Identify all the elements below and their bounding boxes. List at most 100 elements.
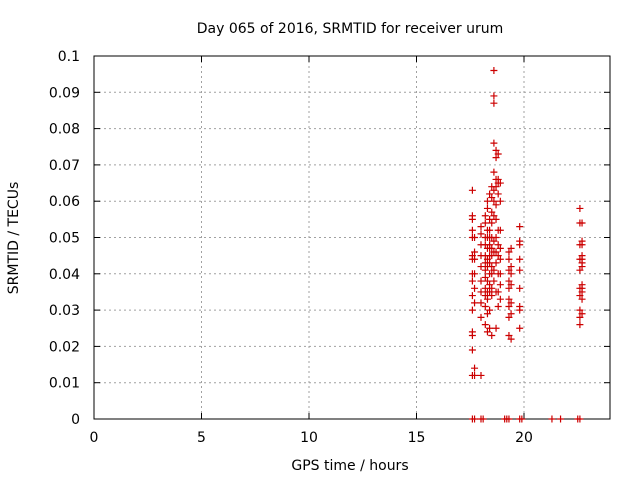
data-point xyxy=(481,321,489,329)
data-point xyxy=(477,299,485,307)
data-point xyxy=(494,252,502,260)
data-point xyxy=(483,197,491,205)
data-point xyxy=(486,281,494,289)
data-point xyxy=(477,313,485,321)
data-point xyxy=(486,259,494,267)
data-point xyxy=(477,230,485,238)
data-point xyxy=(488,263,496,271)
data-point xyxy=(483,255,491,263)
data-point xyxy=(518,415,526,423)
data-point xyxy=(490,92,498,100)
data-point xyxy=(488,244,496,252)
data-point xyxy=(516,284,524,292)
data-point xyxy=(496,295,504,303)
data-point xyxy=(477,277,485,285)
data-point xyxy=(507,270,515,278)
data-point xyxy=(507,281,515,289)
y-tick-label: 0.1 xyxy=(58,49,80,65)
data-point xyxy=(471,371,479,379)
data-point xyxy=(490,186,498,194)
data-point xyxy=(483,277,491,285)
data-point xyxy=(477,288,485,296)
x-axis-title: GPS time / hours xyxy=(291,458,408,474)
data-point xyxy=(496,255,504,263)
data-point xyxy=(488,219,496,227)
data-point xyxy=(494,288,502,296)
data-point xyxy=(496,179,504,187)
data-point xyxy=(507,299,515,307)
data-point xyxy=(505,415,513,423)
data-point xyxy=(516,324,524,332)
y-axis-title: SRMTID / TECUs xyxy=(6,182,22,295)
data-point xyxy=(471,415,479,423)
data-point xyxy=(516,223,524,231)
axis-ticks: 0 0.01 0.02 0.03 0.04 0.05 0.06 0.07 0.08 0.09 0.1… xyxy=(49,49,610,446)
data-point xyxy=(468,215,476,223)
data-point xyxy=(488,292,496,300)
data-point xyxy=(490,139,498,147)
data-point xyxy=(481,273,489,281)
data-point xyxy=(471,299,479,307)
data-point xyxy=(490,168,498,176)
data-point xyxy=(490,67,498,75)
data-point xyxy=(576,306,584,314)
data-point xyxy=(494,190,502,198)
data-point xyxy=(471,364,479,372)
data-point xyxy=(494,241,502,249)
data-point xyxy=(488,194,496,202)
data-point xyxy=(507,244,515,252)
data-point xyxy=(505,302,513,310)
data-point xyxy=(488,208,496,216)
data-point xyxy=(494,302,502,310)
data-point xyxy=(492,259,500,267)
data-point xyxy=(576,313,584,321)
data-point xyxy=(492,201,500,209)
data-point xyxy=(486,306,494,314)
data-point xyxy=(496,226,504,234)
data-point xyxy=(496,270,504,278)
data-point xyxy=(494,150,502,158)
data-point xyxy=(468,226,476,234)
data-point xyxy=(492,215,500,223)
data-point xyxy=(490,277,498,285)
data-point xyxy=(576,415,584,423)
data-point xyxy=(488,332,496,340)
data-point xyxy=(481,266,489,274)
data-point xyxy=(578,241,586,249)
y-tick-label: 0.06 xyxy=(49,194,80,210)
data-point xyxy=(516,241,524,249)
data-point xyxy=(516,255,524,263)
data-point xyxy=(505,248,513,256)
data-point xyxy=(481,302,489,310)
y-tick-label: 0.04 xyxy=(49,267,80,283)
data-point xyxy=(576,321,584,329)
data-point xyxy=(488,252,496,260)
data-point xyxy=(576,204,584,212)
chart-title: Day 065 of 2016, SRMTID for receiver uru… xyxy=(197,21,504,37)
x-tick-label: 10 xyxy=(300,430,318,446)
data-point xyxy=(576,292,584,300)
x-tick-label: 0 xyxy=(90,430,99,446)
y-tick-label: 0.09 xyxy=(49,85,80,101)
data-point xyxy=(486,226,494,234)
y-tick-label: 0.08 xyxy=(49,122,80,138)
data-point xyxy=(477,223,485,231)
data-point xyxy=(507,335,515,343)
data-point xyxy=(492,248,500,256)
data-point xyxy=(471,255,479,263)
data-point xyxy=(477,371,485,379)
data-point xyxy=(477,263,485,271)
data-point xyxy=(471,234,479,241)
x-tick-label: 5 xyxy=(197,430,206,446)
data-point xyxy=(578,219,586,227)
data-point xyxy=(490,197,498,205)
data-point xyxy=(576,266,584,274)
data-point xyxy=(490,212,498,220)
data-point xyxy=(486,190,494,198)
data-point xyxy=(505,313,513,321)
data-point xyxy=(481,219,489,227)
data-point xyxy=(505,284,513,292)
data-point xyxy=(505,295,513,303)
data-point xyxy=(483,328,491,336)
